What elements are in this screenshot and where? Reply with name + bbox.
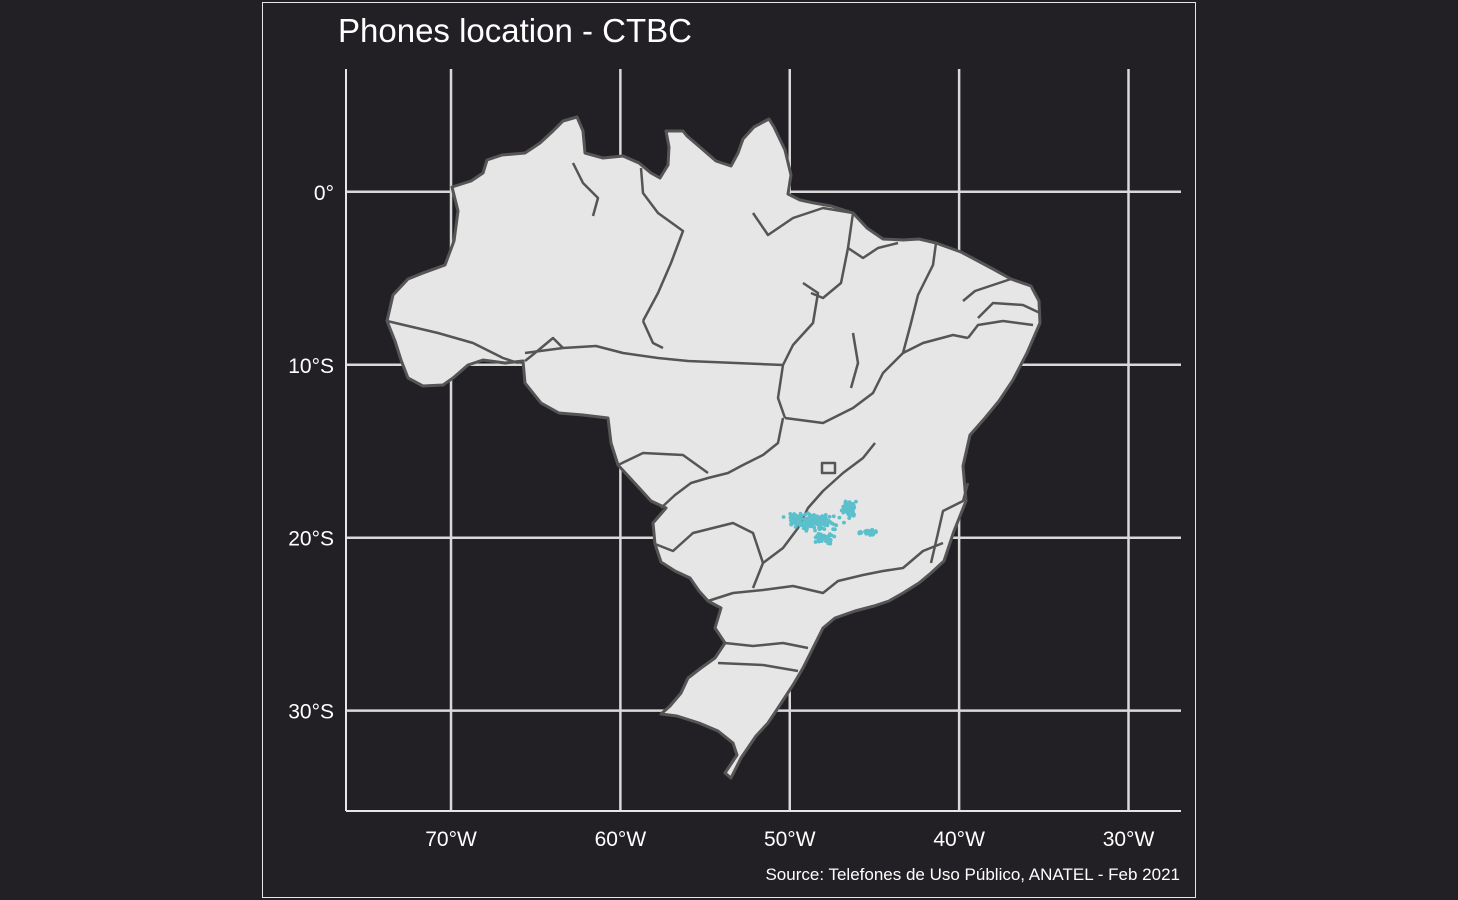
state-border	[524, 336, 564, 362]
state-border	[386, 319, 519, 365]
x-tick-label: 30°W	[1103, 828, 1155, 851]
axes	[345, 69, 1181, 812]
x-tick-label: 60°W	[595, 828, 647, 851]
phone-point	[864, 529, 868, 533]
phone-point	[832, 534, 837, 539]
phone-point	[813, 540, 818, 544]
phone-point	[797, 521, 802, 526]
state-border	[751, 442, 876, 589]
state-border	[617, 451, 709, 475]
state-border	[810, 212, 855, 300]
phone-point	[843, 507, 848, 512]
brazil-outline	[385, 115, 1042, 780]
x-tick-label: 70°W	[425, 828, 477, 851]
phone-point	[847, 501, 852, 506]
phone-point	[812, 513, 816, 517]
phone-point	[831, 527, 835, 532]
map-title: Phones location - CTBC	[338, 12, 692, 49]
phone-point	[827, 514, 832, 519]
state-border	[707, 541, 944, 603]
phone-point	[859, 530, 864, 535]
phone-point	[811, 522, 815, 527]
state-border	[901, 242, 938, 354]
y-tick-label: 30°S	[288, 701, 334, 724]
phone-point	[823, 514, 827, 519]
state-border	[847, 241, 899, 260]
state-border	[751, 206, 854, 237]
x-tick-label: 50°W	[764, 828, 816, 851]
state-border	[639, 167, 685, 322]
state-border	[929, 482, 970, 564]
state-border	[967, 319, 1034, 339]
phone-point	[826, 541, 831, 546]
phone-point	[824, 523, 828, 527]
phone-point	[809, 513, 813, 518]
phone-point	[793, 521, 798, 525]
phone-point	[789, 518, 794, 523]
state-border	[784, 333, 969, 425]
phone-point	[816, 516, 821, 521]
phone-point	[829, 521, 834, 526]
state-border	[654, 521, 765, 564]
phone-points	[781, 499, 878, 546]
x-tick-label: 40°W	[933, 828, 985, 851]
phone-point	[831, 514, 836, 519]
state-border	[724, 641, 809, 650]
phone-point	[818, 523, 822, 528]
phone-point	[806, 518, 811, 523]
phone-point	[812, 525, 817, 530]
phone-point	[852, 512, 856, 517]
phone-point	[842, 520, 846, 525]
phone-point	[813, 528, 817, 533]
phone-point	[847, 516, 852, 521]
y-tick-label: 20°S	[288, 528, 334, 551]
plot-frame: Phones location - CTBC	[262, 2, 1196, 898]
state-border	[849, 332, 860, 389]
phone-point	[816, 531, 821, 536]
state-border	[776, 281, 820, 419]
phone-point	[793, 524, 798, 529]
phone-point	[798, 517, 803, 522]
state-border	[717, 661, 799, 673]
state-border	[641, 320, 664, 350]
phone-point	[868, 531, 872, 535]
state-border	[571, 162, 600, 217]
phone-point	[806, 511, 810, 516]
phone-point	[874, 530, 878, 534]
phone-point	[871, 532, 876, 537]
map-svg: Phones location - CTBC	[288, 12, 1181, 884]
source-caption: Source: Telefones de Uso Público, ANATEL…	[765, 865, 1180, 884]
y-tick-label: 0°	[314, 182, 334, 205]
state-border	[660, 417, 785, 509]
state-border	[977, 301, 1041, 319]
state-border	[962, 277, 1012, 302]
phone-point	[781, 515, 786, 519]
phone-point	[820, 537, 825, 542]
phone-point	[851, 508, 855, 512]
brazil-states	[385, 115, 1042, 780]
phone-point	[843, 502, 848, 507]
phone-point	[846, 512, 851, 517]
phone-point	[804, 528, 809, 533]
phone-point	[816, 537, 821, 542]
phone-point	[813, 518, 818, 523]
phone-point	[854, 499, 858, 504]
tick-labels: 70°W 60°W 50°W 40°W 30°W 0° 10°S 20°S 30°S	[288, 182, 1154, 851]
phone-point	[820, 526, 824, 531]
phone-point	[824, 535, 829, 539]
phone-point	[841, 510, 846, 515]
phone-point	[792, 515, 796, 520]
phone-point	[821, 533, 826, 538]
phone-point	[803, 517, 807, 522]
state-border	[820, 461, 837, 475]
phone-point	[834, 523, 839, 528]
y-tick-label: 10°S	[288, 355, 334, 378]
phone-point	[851, 501, 855, 506]
phone-point	[870, 528, 875, 532]
phone-point	[837, 515, 842, 520]
